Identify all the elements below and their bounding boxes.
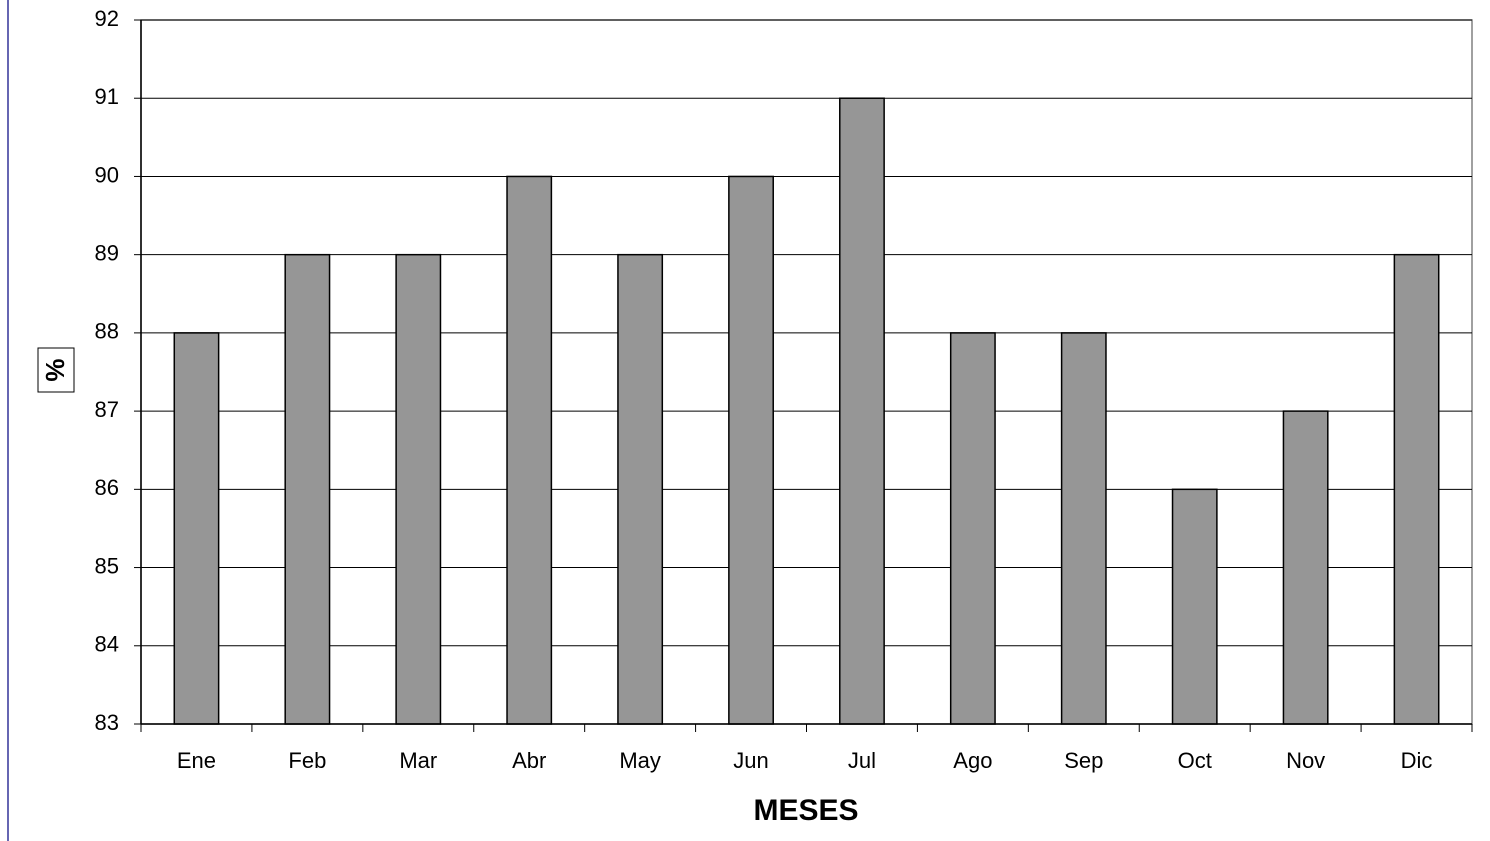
y-tick-label: 92: [95, 6, 119, 31]
x-tick-label: Feb: [288, 748, 326, 773]
x-tick-label: Mar: [399, 748, 437, 773]
y-tick-label: 88: [95, 319, 119, 344]
bar: [1282, 410, 1329, 725]
y-tick-label: 89: [95, 240, 119, 265]
y-tick-label: 86: [95, 475, 119, 500]
bar: [617, 253, 664, 725]
bar: [839, 97, 885, 725]
bar: [506, 175, 553, 725]
x-tick-label: Ene: [177, 748, 216, 773]
y-tick-label: 91: [95, 84, 119, 109]
x-axis-label: MESES: [753, 794, 858, 827]
y-tick-label: 87: [95, 397, 119, 422]
x-tick-label: Sep: [1064, 748, 1103, 773]
y-label-box: [37, 347, 75, 393]
bar: [728, 175, 774, 725]
plot-area: [140, 19, 1473, 725]
x-tick-label: Oct: [1178, 748, 1212, 773]
y-tick-label: 83: [95, 710, 119, 735]
x-tick-label: Abr: [512, 748, 546, 773]
x-tick-label: Jul: [848, 748, 876, 773]
x-tick-label: Ago: [953, 748, 992, 773]
y-tick-label: 85: [95, 553, 119, 578]
x-tick-label: Nov: [1286, 748, 1325, 773]
y-tick-label: 84: [95, 632, 119, 657]
y-axis-label: %: [40, 358, 70, 381]
bar: [1393, 253, 1440, 725]
x-tick-label: Dic: [1401, 748, 1433, 773]
y-tick-label: 90: [95, 162, 119, 187]
bar: [949, 332, 996, 725]
bar: [284, 253, 331, 725]
bar: [1171, 488, 1218, 725]
x-tick-label: Jun: [733, 748, 768, 773]
x-tick-label: May: [619, 748, 661, 773]
bar: [395, 253, 442, 725]
bar: [173, 332, 220, 725]
bar: [1060, 332, 1107, 725]
y-axis-label-group: %: [37, 347, 75, 393]
